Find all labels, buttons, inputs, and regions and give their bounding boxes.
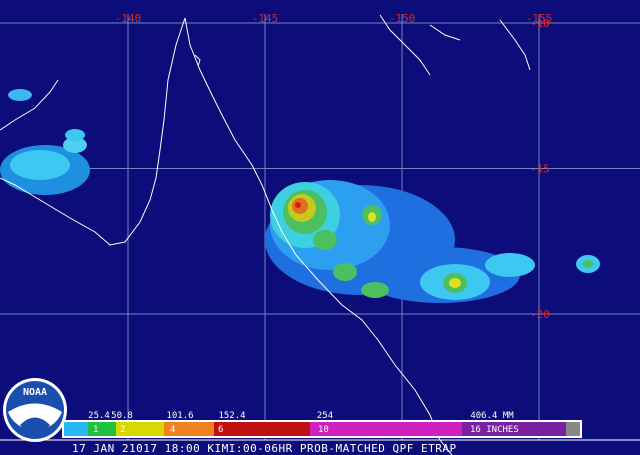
legend-labels: 25.4 50.8 101.6 152.4 254 406.4 MM 1 2 4 6 10 16 IN…	[88, 411, 519, 435]
legend-inch-label: 4	[170, 425, 175, 435]
legend-inch-label: 6	[218, 425, 223, 435]
logo-text: NOAA	[23, 387, 47, 398]
legend-inch-label: 1	[93, 425, 98, 435]
noaa-logo: NOAA	[3, 378, 67, 442]
legend-mm-label: 152.4	[218, 411, 245, 421]
longitude-label: -155	[526, 12, 553, 25]
coastlines	[0, 14, 531, 455]
latitude-label: -15	[530, 163, 550, 176]
legend-inch-label: 16 INCHES	[470, 425, 519, 435]
footer-text: 17 JAN 21017 18:00 KIMI:00-06HR PROB-MAT…	[72, 442, 457, 455]
longitude-label: -140	[115, 12, 142, 25]
latitude-label: -10	[530, 17, 550, 30]
legend-mm-label: 50.8	[111, 411, 133, 421]
latitude-label: -20	[530, 308, 550, 321]
legend-bar	[64, 422, 580, 436]
graticule-labels: -140 -145 -150 -155-10 -15 -20	[115, 12, 553, 321]
legend-inch-label: 2	[120, 425, 125, 435]
longitude-label: -145	[252, 12, 279, 25]
longitude-label: -150	[389, 12, 416, 25]
legend-mm-label: 254	[317, 411, 333, 421]
legend-mm-label: 406.4 MM	[470, 411, 514, 421]
legend-mm-label: 101.6	[166, 411, 193, 421]
precipitation	[0, 89, 600, 303]
legend-mm-label: 25.4	[88, 411, 110, 421]
legend-inch-label: 10	[318, 425, 329, 435]
